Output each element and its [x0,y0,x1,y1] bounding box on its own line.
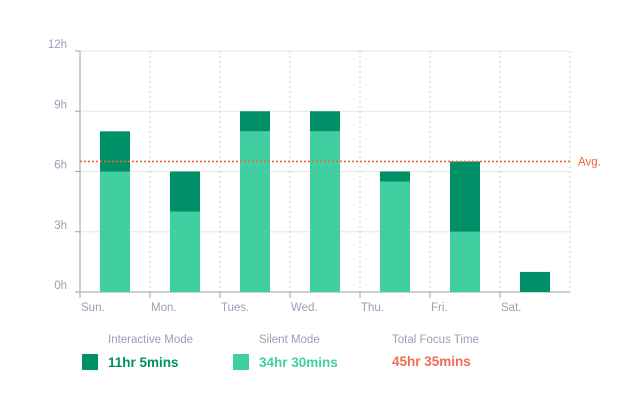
interactive-total-value: 11hr 5mins [108,354,179,370]
bar-interactive-thu [380,171,410,182]
total-focus-value: 45hr 35mins [392,354,471,369]
legend-silent: Silent Mode 34hr 30mins [233,334,338,370]
bar-interactive-sat [520,271,550,292]
legend: Interactive Mode 11hr 5mins Silent Mode … [0,334,620,384]
interactive-swatch [82,354,98,370]
x-tick-label: Sun. [81,302,105,314]
average-label: Avg. [578,156,601,168]
x-tick-label: Wed. [291,302,318,314]
y-tick-label: 3h [54,220,67,232]
legend-interactive: Interactive Mode 11hr 5mins [82,334,193,370]
silent-total-value: 34hr 30mins [259,354,338,370]
y-tick-label: 9h [54,99,67,111]
bar-silent-fri [450,231,480,292]
bar-interactive-tues [240,111,270,132]
silent-swatch [233,354,249,370]
x-tick-label: Mon. [151,302,177,314]
legend-interactive-label: Interactive Mode [108,334,194,346]
x-tick-label: Thu. [361,302,384,314]
bar-silent-thu [380,181,410,292]
bar-silent-sun [100,171,130,292]
legend-total-label: Total Focus Time [392,334,479,346]
bar-silent-mon [170,211,200,292]
bar-interactive-sun [100,131,130,172]
x-tick-label: Fri. [431,302,448,314]
legend-total: Total Focus Time 45hr 35mins [392,334,479,369]
y-tick-label: 12h [48,39,67,51]
bar-interactive-mon [170,171,200,212]
y-tick-label: 6h [54,160,67,172]
y-tick-label: 0h [54,280,67,292]
bar-silent-wed [310,131,340,292]
x-tick-label: Tues. [221,302,249,314]
bar-silent-tues [240,131,270,292]
legend-silent-label: Silent Mode [259,334,320,346]
bar-interactive-wed [310,111,340,132]
bar-interactive-fri [450,161,480,232]
x-tick-label: Sat. [501,302,521,314]
